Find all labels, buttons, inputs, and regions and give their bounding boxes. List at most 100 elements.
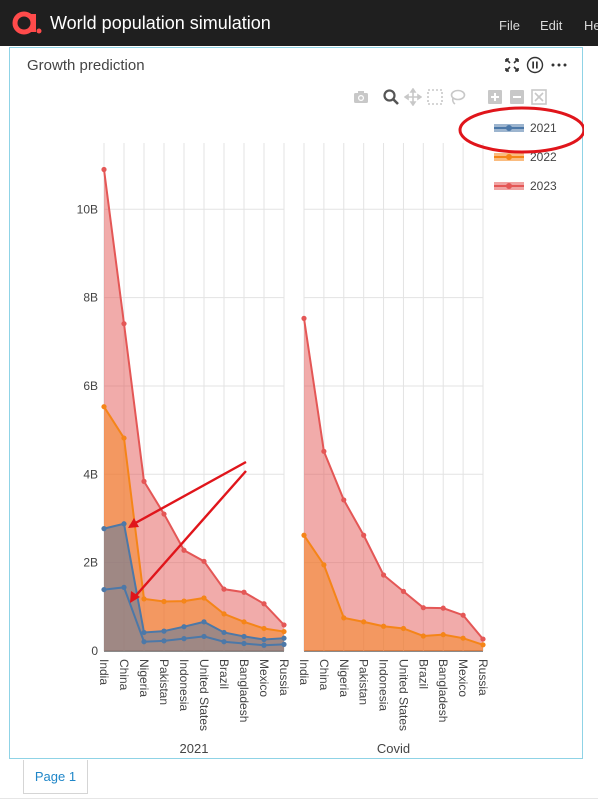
point-2023-russia[interactable]: [281, 622, 287, 628]
point-2023-bangladesh[interactable]: [440, 605, 446, 611]
point-2022-india[interactable]: [301, 532, 307, 538]
x-tick-label: Pakistan: [157, 659, 171, 705]
x-tick-label: Bangladesh: [436, 659, 450, 722]
point-2022-pakistan[interactable]: [161, 598, 167, 605]
x-tick-label: Bangladesh: [237, 659, 251, 722]
point-2022-nigeria[interactable]: [341, 615, 347, 621]
point-2023-india[interactable]: [301, 315, 307, 321]
point-2021-indonesia[interactable]: [181, 636, 187, 642]
point-2021-brazil[interactable]: [221, 629, 227, 636]
point-2021-mexico[interactable]: [261, 642, 267, 648]
zoom-out-icon[interactable]: [508, 88, 526, 106]
x-tick-label: Russia: [476, 659, 490, 696]
point-2021-china[interactable]: [121, 584, 127, 590]
point-2022-united-states[interactable]: [201, 595, 207, 601]
x-tick-label: United States: [197, 659, 211, 731]
annotation-arrowhead-1: [128, 518, 139, 528]
zoom-in-icon[interactable]: [486, 88, 504, 106]
lasso-icon[interactable]: [448, 88, 466, 106]
point-2023-nigeria[interactable]: [341, 497, 347, 503]
point-2021-nigeria[interactable]: [141, 629, 147, 636]
x-tick-label: Pakistan: [357, 659, 371, 705]
point-2023-mexico[interactable]: [261, 601, 267, 607]
point-2022-indonesia[interactable]: [181, 598, 187, 604]
point-2022-mexico[interactable]: [460, 635, 466, 641]
point-2022-brazil[interactable]: [221, 611, 227, 617]
point-2021-mexico[interactable]: [261, 636, 267, 643]
menu-help[interactable]: He: [584, 18, 598, 33]
expand-icon[interactable]: [503, 56, 521, 74]
pan-icon[interactable]: [404, 88, 422, 106]
panel-title: Growth prediction: [27, 57, 145, 74]
x-tick-label: Mexico: [456, 659, 470, 697]
point-2021-united-states[interactable]: [201, 619, 207, 625]
point-2023-brazil[interactable]: [221, 586, 227, 592]
tab-bar-divider: [0, 798, 598, 799]
point-2021-russia[interactable]: [281, 641, 287, 647]
point-2021-nigeria[interactable]: [141, 639, 147, 645]
point-2021-brazil[interactable]: [221, 639, 227, 645]
y-tick-label: 0: [91, 644, 98, 658]
box-select-icon[interactable]: [426, 88, 444, 106]
point-2022-mexico[interactable]: [261, 625, 267, 632]
camera-icon[interactable]: [352, 88, 370, 106]
facet-title-2021: 2021: [180, 741, 209, 756]
point-2022-nigeria[interactable]: [141, 596, 147, 602]
point-2021-india[interactable]: [101, 586, 107, 593]
point-2023-nigeria[interactable]: [141, 478, 147, 484]
point-2021-russia[interactable]: [281, 635, 287, 641]
point-2023-united-states[interactable]: [201, 558, 207, 564]
point-2023-pakistan[interactable]: [161, 511, 167, 517]
x-tick-label: Russia: [277, 659, 291, 696]
point-2022-indonesia[interactable]: [380, 623, 387, 629]
point-2022-russia[interactable]: [480, 642, 486, 648]
menu-edit[interactable]: Edit: [540, 18, 563, 33]
point-2021-bangladesh[interactable]: [241, 633, 247, 640]
point-2023-bangladesh[interactable]: [241, 589, 247, 595]
point-2022-bangladesh[interactable]: [241, 619, 247, 625]
point-2023-pakistan[interactable]: [361, 532, 367, 538]
x-tick-label: Brazil: [416, 659, 430, 689]
point-2021-bangladesh[interactable]: [241, 640, 247, 647]
legend-marker-2022: [506, 154, 512, 160]
y-tick-label: 8B: [83, 291, 98, 305]
tab-page-1[interactable]: Page 1: [23, 760, 88, 794]
point-2023-brazil[interactable]: [420, 605, 426, 611]
point-2023-indonesia[interactable]: [181, 547, 187, 553]
point-2022-india[interactable]: [101, 404, 107, 410]
point-2022-bangladesh[interactable]: [440, 632, 446, 638]
legend-label-2021[interactable]: 2021: [530, 121, 557, 135]
x-tick-label: China: [317, 659, 331, 691]
point-2023-china[interactable]: [321, 448, 327, 454]
point-2021-india[interactable]: [101, 526, 107, 532]
app-titlebar: World population simulation File Edit He: [0, 0, 598, 46]
point-2022-china[interactable]: [121, 435, 127, 441]
x-tick-label: Mexico: [257, 659, 271, 697]
more-icon[interactable]: [550, 56, 568, 74]
point-2021-china[interactable]: [121, 521, 127, 527]
point-2021-indonesia[interactable]: [181, 624, 187, 630]
point-2022-pakistan[interactable]: [361, 619, 367, 625]
x-tick-label: India: [297, 659, 311, 685]
point-2021-pakistan[interactable]: [161, 638, 167, 644]
point-2023-china[interactable]: [121, 321, 127, 327]
legend-label-2023[interactable]: 2023: [530, 179, 557, 193]
point-2023-indonesia[interactable]: [380, 572, 387, 578]
legend-label-2022[interactable]: 2022: [530, 150, 557, 164]
point-2022-russia[interactable]: [281, 628, 287, 635]
point-2023-india[interactable]: [101, 166, 107, 173]
pause-icon[interactable]: [526, 56, 544, 74]
annotation-arrowhead-2: [130, 591, 140, 603]
point-2023-united-states[interactable]: [400, 588, 407, 594]
zoom-icon[interactable]: [382, 88, 400, 106]
point-2023-mexico[interactable]: [460, 612, 466, 618]
point-2021-pakistan[interactable]: [161, 628, 167, 634]
menu-file[interactable]: File: [499, 18, 520, 33]
line-2021-2021: [103, 586, 285, 647]
point-2022-brazil[interactable]: [420, 633, 426, 639]
point-2022-china[interactable]: [321, 562, 327, 568]
point-2023-russia[interactable]: [480, 636, 486, 642]
point-2021-united-states[interactable]: [201, 633, 207, 640]
point-2022-united-states[interactable]: [400, 625, 407, 632]
autoscale-icon[interactable]: [530, 88, 548, 106]
